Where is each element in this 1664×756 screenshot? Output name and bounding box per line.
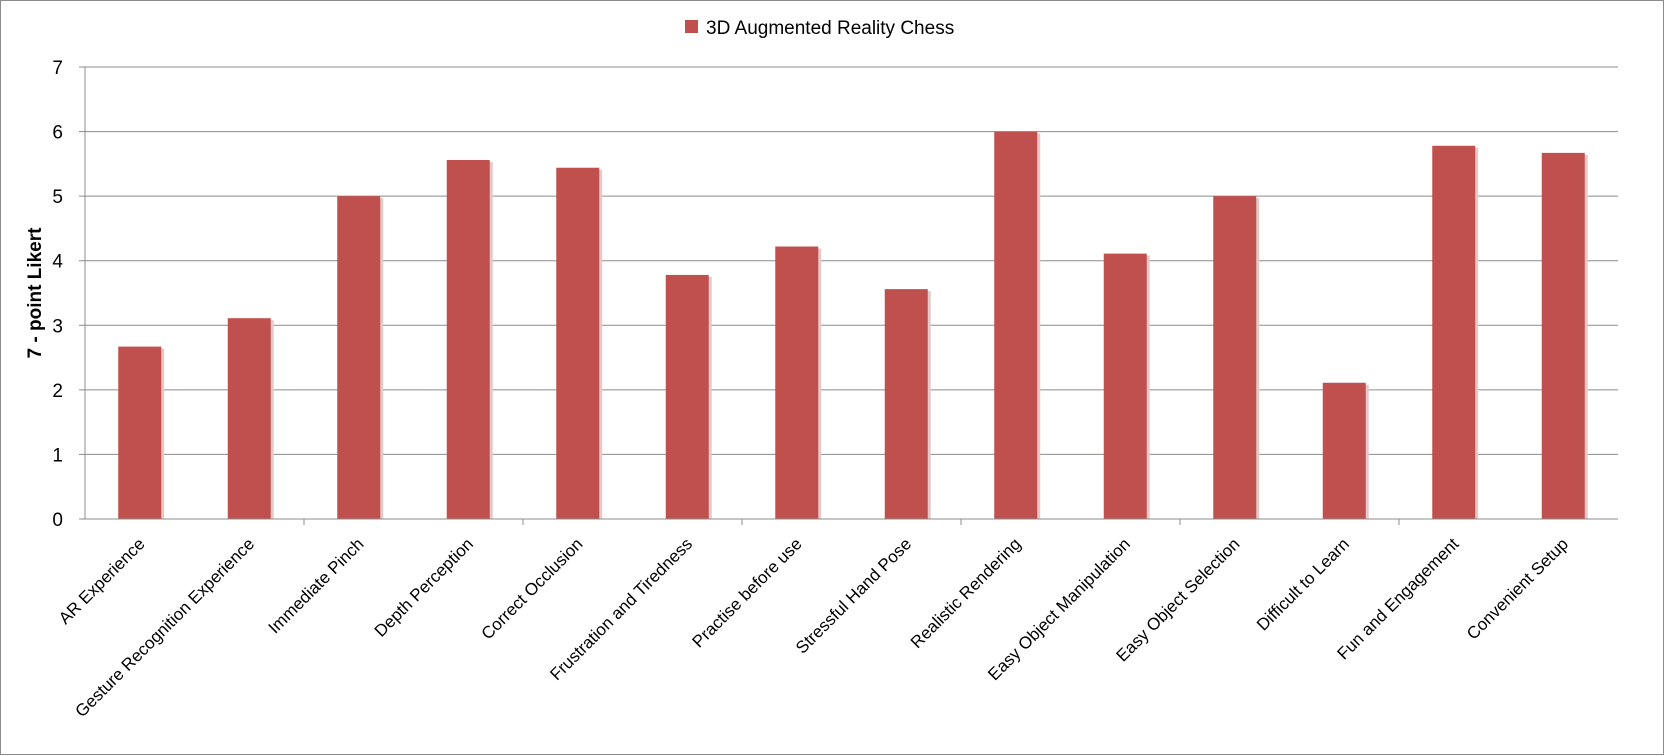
bar	[775, 246, 819, 519]
axes	[84, 67, 1618, 525]
x-tick-label: Gesture Recognition Experience	[72, 534, 258, 720]
y-tick-label: 6	[52, 123, 63, 144]
y-tick-label: 3	[52, 316, 63, 337]
x-tick-label: Depth Perception	[371, 534, 477, 640]
legend-swatch	[685, 20, 698, 33]
y-tick-label: 7	[52, 58, 63, 79]
y-tick-label: 4	[52, 252, 63, 273]
bar	[994, 131, 1038, 520]
bar	[1213, 196, 1257, 519]
y-tick-label: 1	[52, 445, 63, 466]
y-tick-label: 2	[52, 381, 63, 402]
bar	[337, 196, 381, 519]
bar	[556, 167, 600, 519]
bar	[446, 159, 490, 520]
bar	[1103, 253, 1147, 519]
bars	[118, 131, 1588, 520]
y-tick-labels: 0 1 2 3 4 5 6 7	[52, 58, 63, 531]
x-tick-label: Realistic Rendering	[907, 534, 1025, 652]
x-tick-label: Fun and Engagement	[1334, 534, 1463, 663]
x-tick-label: Convenient Setup	[1463, 534, 1572, 643]
x-tick-label: Immediate Pinch	[265, 534, 368, 637]
y-tick-label: 5	[52, 187, 63, 208]
gridlines	[79, 66, 1618, 520]
bar	[118, 346, 162, 519]
x-tick-label: Correct Occlusion	[478, 534, 587, 643]
bar	[665, 274, 709, 519]
x-tick-label: Difficult to Learn	[1253, 534, 1353, 634]
x-tick-label: Practise before use	[689, 534, 806, 651]
x-tick-label: AR Experience	[55, 534, 149, 628]
legend: 3D Augmented Reality Chess	[685, 18, 954, 39]
bar	[884, 289, 928, 519]
x-tick-label: Stressful Hand Pose	[792, 534, 915, 657]
y-axis-title: 7 - point Likert	[25, 227, 46, 359]
bar	[227, 318, 271, 519]
x-tick-label: Easy Object Selection	[1113, 534, 1244, 665]
legend-label: 3D Augmented Reality Chess	[706, 18, 954, 39]
bar	[1322, 382, 1366, 519]
y-tick-label: 0	[52, 510, 63, 531]
bar	[1432, 145, 1476, 519]
bar	[1541, 152, 1585, 519]
